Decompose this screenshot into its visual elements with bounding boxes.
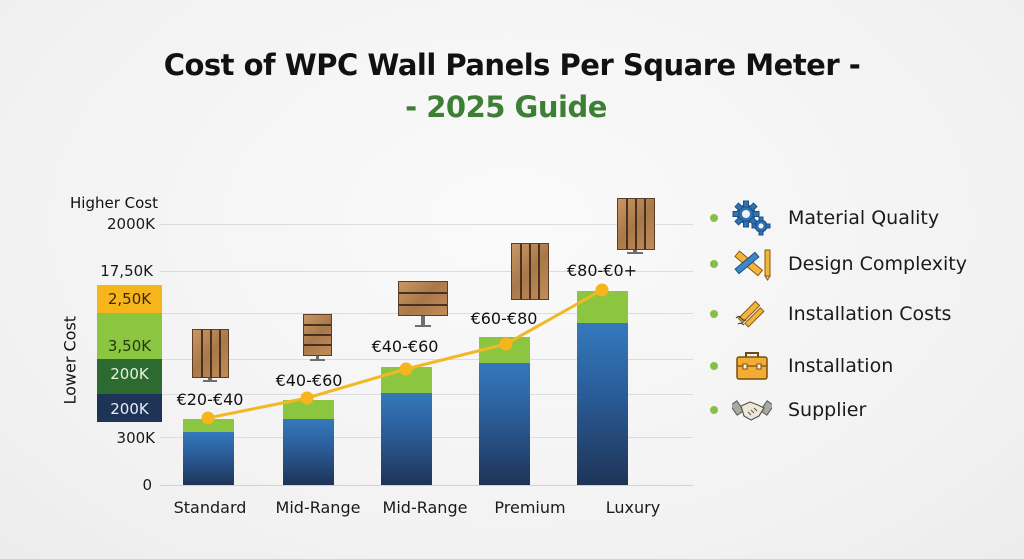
feature-label: Installation [788, 355, 894, 377]
color-key-item: 200K [97, 359, 162, 394]
color-key-label: 200K [110, 400, 149, 418]
chart-title: Cost of WPC Wall Panels Per Square Meter… [163, 48, 861, 82]
y-tick-label: 0 [142, 476, 152, 494]
gridline [160, 359, 693, 360]
bar-base-segment [381, 393, 432, 485]
color-key-item: 200K [97, 394, 162, 422]
bar-base-segment [183, 432, 234, 485]
color-key-label: 200K [110, 365, 149, 383]
gridline [160, 271, 693, 272]
y-tick-label: 300K [116, 429, 155, 447]
price-label: €80-€0+ [566, 261, 638, 280]
price-label: €40-€60 [275, 371, 343, 390]
feature-label: Material Quality [788, 207, 940, 229]
color-key-label: 3,50K [107, 337, 152, 355]
ruler-pencil-icon [731, 246, 773, 282]
gears-icon [731, 200, 773, 236]
feature-label: Supplier [788, 399, 867, 421]
bullet-icon [710, 260, 718, 268]
gridline [160, 485, 693, 486]
bar-standard [183, 419, 234, 485]
color-key-label: 2,50K [107, 290, 152, 308]
feature-item: Supplier [710, 395, 866, 425]
feature-label: Installation Costs [788, 303, 952, 325]
pencil-icon [731, 296, 773, 332]
bar-base-segment [479, 363, 530, 485]
price-label: €60-€80 [470, 309, 538, 328]
bar-luxury [577, 291, 628, 485]
feature-item: Installation [710, 351, 893, 381]
feature-item: Installation Costs [710, 299, 951, 329]
bullet-icon [710, 406, 718, 414]
category-label: Standard [173, 498, 247, 517]
price-label: €20-€40 [176, 390, 244, 409]
y-tick-label: 17,50K [100, 262, 153, 280]
color-key-item: 3,50K [97, 313, 162, 359]
handshake-icon [731, 392, 773, 428]
category-label: Mid-Range [275, 498, 361, 517]
bar-base-segment [283, 419, 334, 485]
feature-item: Material Quality [710, 200, 940, 236]
chart-subtitle: - 2025 Guide [405, 90, 607, 124]
category-label: Mid-Range [382, 498, 468, 517]
bullet-icon [710, 214, 718, 222]
feature-item: Design Complexity [710, 246, 967, 282]
gridline [160, 224, 693, 225]
color-key-item: 2,50K [97, 285, 162, 313]
bar-mid-range-1 [283, 400, 334, 485]
y-tick-label: 2000K [106, 215, 155, 233]
toolbox-icon [731, 348, 773, 384]
category-label: Premium [494, 498, 566, 517]
bar-mid-range-2 [381, 367, 432, 485]
price-label: €40-€60 [371, 337, 439, 356]
category-label: Luxury [605, 498, 661, 517]
feature-label: Design Complexity [788, 253, 967, 275]
bar-top-segment [183, 419, 234, 432]
bar-top-segment [283, 400, 334, 419]
bullet-icon [710, 362, 718, 370]
bar-base-segment [577, 323, 628, 485]
y-axis-top-label: Higher Cost [70, 194, 158, 212]
bullet-icon [710, 310, 718, 318]
